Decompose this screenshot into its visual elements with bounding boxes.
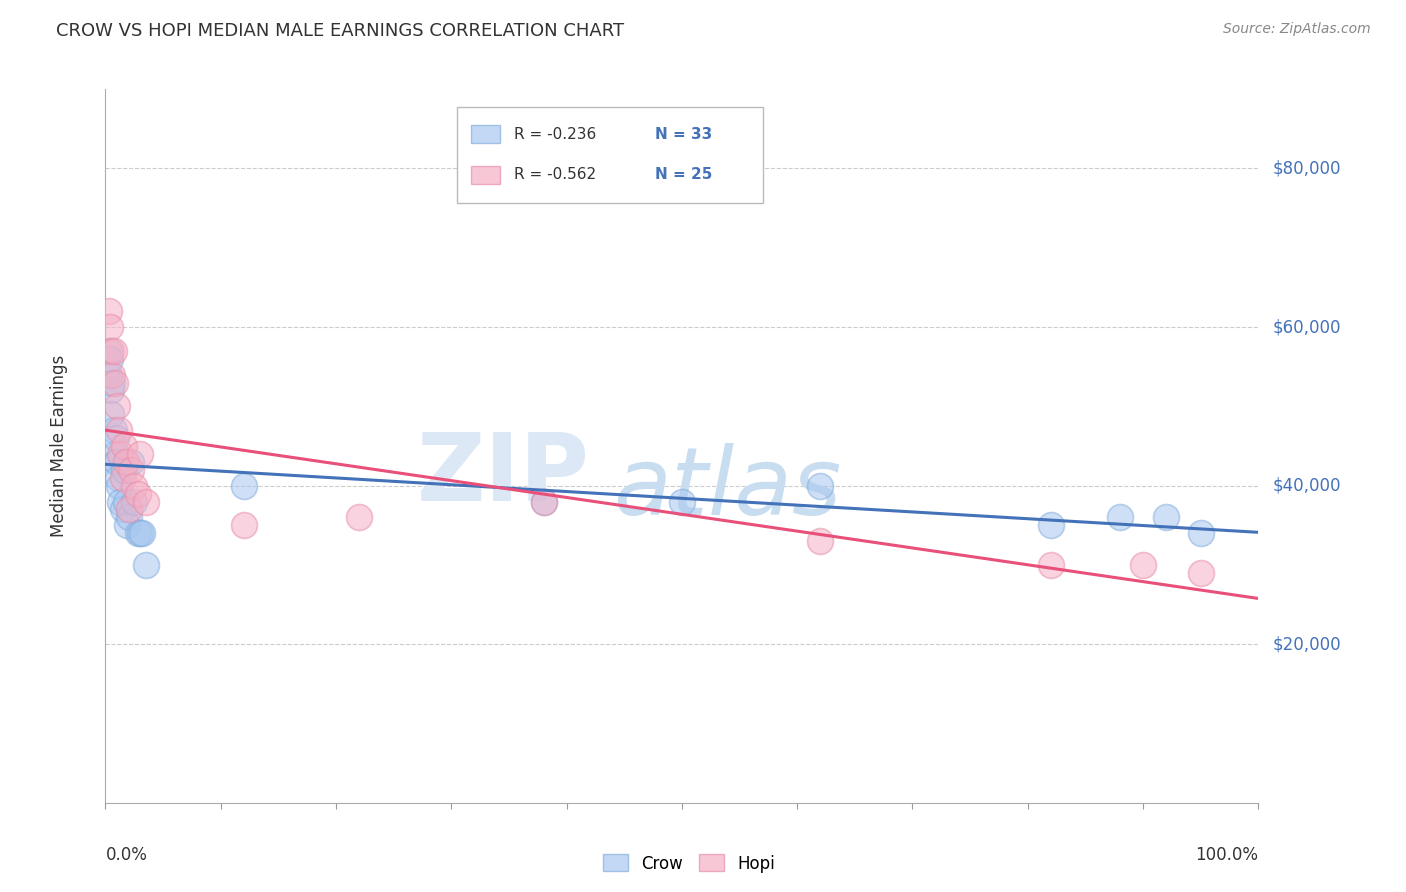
Point xyxy=(103,343,125,358)
Text: Median Male Earnings: Median Male Earnings xyxy=(51,355,69,537)
Point xyxy=(100,384,122,398)
Text: ZIP: ZIP xyxy=(416,428,589,521)
Point xyxy=(671,494,693,508)
Bar xyxy=(471,125,499,143)
Point xyxy=(110,494,132,508)
Point xyxy=(120,463,142,477)
Point xyxy=(1189,526,1212,541)
Point xyxy=(98,320,121,334)
Point xyxy=(100,407,122,421)
Point xyxy=(101,368,124,382)
Point xyxy=(124,494,146,508)
Text: CROW VS HOPI MEDIAN MALE EARNINGS CORRELATION CHART: CROW VS HOPI MEDIAN MALE EARNINGS CORREL… xyxy=(56,22,624,40)
Point xyxy=(1189,566,1212,580)
Point xyxy=(111,471,134,485)
Point xyxy=(127,486,149,500)
Text: $40,000: $40,000 xyxy=(1272,476,1341,495)
Point xyxy=(98,351,121,366)
Point xyxy=(112,439,135,453)
Point xyxy=(100,343,122,358)
Text: 0.0%: 0.0% xyxy=(105,846,148,863)
Point xyxy=(135,558,157,572)
Text: $20,000: $20,000 xyxy=(1272,635,1341,653)
Point xyxy=(108,423,131,437)
Point xyxy=(111,502,134,516)
Point xyxy=(112,463,135,477)
Point xyxy=(131,526,153,541)
Point xyxy=(107,471,129,485)
Point xyxy=(105,400,128,414)
Point xyxy=(117,510,139,524)
Point xyxy=(104,455,127,469)
Point xyxy=(97,304,120,318)
Point xyxy=(115,455,138,469)
Point xyxy=(103,423,125,437)
Text: R = -0.236: R = -0.236 xyxy=(513,127,596,142)
Point xyxy=(120,455,142,469)
Point xyxy=(347,510,370,524)
Bar xyxy=(471,166,499,184)
Point xyxy=(232,518,254,533)
Legend: Crow, Hopi: Crow, Hopi xyxy=(596,847,782,880)
Point xyxy=(97,368,120,382)
Point xyxy=(808,478,831,492)
Text: $60,000: $60,000 xyxy=(1272,318,1341,336)
Point xyxy=(533,494,555,508)
Point xyxy=(108,478,131,492)
Text: 100.0%: 100.0% xyxy=(1195,846,1258,863)
Point xyxy=(127,526,149,541)
Point xyxy=(232,478,254,492)
Point xyxy=(129,447,152,461)
Point xyxy=(129,526,152,541)
Point xyxy=(117,518,139,533)
Point xyxy=(104,376,127,390)
Text: N = 33: N = 33 xyxy=(655,127,713,142)
Text: $80,000: $80,000 xyxy=(1272,160,1341,178)
Point xyxy=(533,494,555,508)
Point xyxy=(1109,510,1132,524)
Point xyxy=(1154,510,1177,524)
Point xyxy=(1039,518,1062,533)
FancyBboxPatch shape xyxy=(457,107,762,203)
Point xyxy=(104,447,127,461)
Point xyxy=(808,534,831,549)
Point xyxy=(117,502,139,516)
Text: Source: ZipAtlas.com: Source: ZipAtlas.com xyxy=(1223,22,1371,37)
Point xyxy=(135,494,157,508)
Point xyxy=(105,455,128,469)
Text: R = -0.562: R = -0.562 xyxy=(513,168,596,182)
Text: N = 25: N = 25 xyxy=(655,168,713,182)
Point xyxy=(1132,558,1154,572)
Point xyxy=(110,447,132,461)
Point xyxy=(1039,558,1062,572)
Point xyxy=(101,376,124,390)
Point xyxy=(115,494,138,508)
Point xyxy=(97,343,120,358)
Text: atlas: atlas xyxy=(613,443,841,534)
Point xyxy=(104,431,127,445)
Point xyxy=(124,478,146,492)
